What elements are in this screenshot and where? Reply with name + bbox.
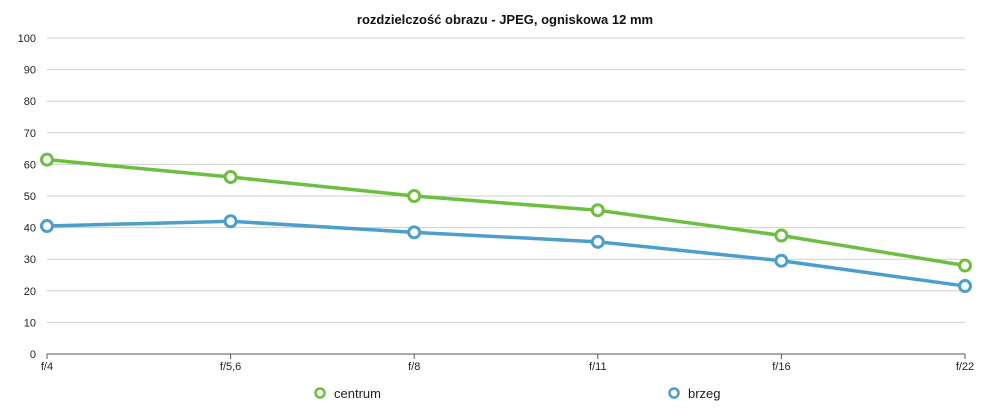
series-1 (40, 152, 972, 273)
y-tick-label: 40 (24, 223, 36, 235)
data-point (223, 170, 238, 185)
data-point (40, 219, 54, 234)
legend: centrum brzeg (314, 386, 721, 401)
legend-marker (314, 387, 326, 399)
x-tick-label: f/11 (589, 361, 607, 373)
data-point (958, 258, 972, 273)
data-point (958, 279, 972, 294)
data-point (407, 225, 422, 240)
x-tick-label: f/5,6 (220, 361, 241, 373)
data-point (774, 228, 789, 243)
series-line (45, 219, 967, 288)
legend-label: brzeg (688, 386, 721, 401)
y-tick-label: 90 (24, 65, 36, 77)
y-tick-label: 10 (24, 317, 36, 329)
series-line (45, 157, 967, 268)
y-tick-label: 80 (24, 96, 36, 108)
chart-title: rozdzielczość obrazu - JPEG, ogniskowa 1… (357, 12, 653, 27)
y-axis-ticks: 0 10 20 30 40 50 60 70 80 90 100 (18, 33, 36, 361)
x-tick-label: f/22 (956, 361, 974, 373)
x-tick-label: f/8 (408, 361, 420, 373)
x-axis-ticks: f/4 f/5,6 f/8 f/11 f/16 f/22 (41, 354, 974, 373)
data-point (590, 203, 605, 218)
legend-label: centrum (334, 386, 381, 401)
y-tick-label: 0 (30, 349, 36, 361)
data-point (40, 152, 54, 167)
y-tick-label: 100 (18, 33, 36, 45)
legend-item: brzeg (668, 386, 721, 401)
legend-item: centrum (314, 386, 381, 401)
data-point (223, 214, 238, 229)
x-tick-label: f/16 (772, 361, 790, 373)
data-point (774, 253, 789, 268)
series-2 (40, 214, 972, 294)
y-tick-label: 30 (24, 254, 36, 266)
data-point (407, 189, 422, 203)
x-tick-label: f/4 (41, 361, 53, 373)
series-lines (40, 152, 972, 294)
y-tick-label: 60 (24, 159, 36, 171)
grid-lines (47, 37, 965, 355)
y-tick-label: 70 (24, 128, 36, 140)
data-point (590, 234, 605, 249)
y-tick-label: 50 (24, 191, 36, 203)
legend-marker (668, 387, 680, 399)
y-tick-label: 20 (24, 286, 36, 298)
